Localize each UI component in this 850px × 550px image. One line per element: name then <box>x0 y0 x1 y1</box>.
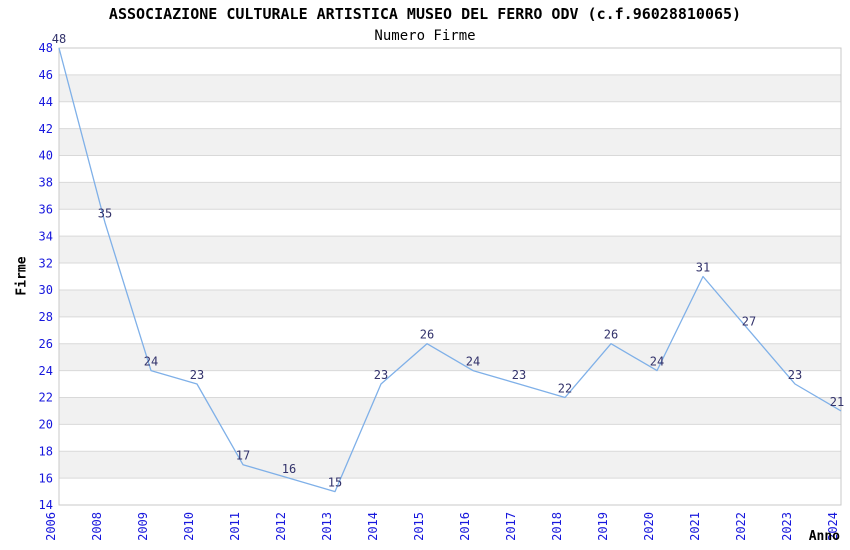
plot-band <box>59 236 841 264</box>
y-tick-label: 26 <box>39 337 53 351</box>
x-tick-label: 2012 <box>274 512 288 541</box>
data-point-label: 26 <box>420 328 434 342</box>
y-tick-label: 20 <box>39 418 53 432</box>
y-tick-label: 44 <box>39 95 53 109</box>
x-tick-label: 2020 <box>642 512 656 541</box>
y-axis-title: Firme <box>14 256 30 296</box>
y-tick-label: 30 <box>39 283 53 297</box>
data-point-label: 22 <box>558 381 572 395</box>
chart-subtitle: Numero Firme <box>374 28 476 44</box>
y-tick-label: 14 <box>39 498 53 512</box>
x-tick-label: 2015 <box>412 512 426 541</box>
x-tick-label: 2023 <box>780 512 794 541</box>
x-tick-label: 2010 <box>182 512 196 541</box>
x-tick-label: 2019 <box>596 512 610 541</box>
x-tick-label: 2022 <box>734 512 748 541</box>
data-point-label: 24 <box>144 355 158 369</box>
data-point-label: 21 <box>830 395 844 409</box>
data-point-label: 17 <box>236 449 250 463</box>
data-point-label: 15 <box>328 476 342 490</box>
data-point-label: 31 <box>696 261 710 275</box>
y-tick-label: 22 <box>39 391 53 405</box>
data-point-label: 16 <box>282 462 296 476</box>
x-axis-title: Anno <box>808 529 840 544</box>
y-tick-label: 48 <box>39 41 53 55</box>
y-tick-label: 16 <box>39 471 53 485</box>
y-tick-label: 42 <box>39 122 53 136</box>
plot-band <box>59 128 841 156</box>
chart-title: ASSOCIAZIONE CULTURALE ARTISTICA MUSEO D… <box>108 5 742 23</box>
plot-band <box>59 289 841 317</box>
data-point-label: 24 <box>466 355 480 369</box>
x-tick-label: 2021 <box>688 512 702 541</box>
plot-border <box>58 47 842 506</box>
y-tick-label: 28 <box>39 310 53 324</box>
y-tick-label: 38 <box>39 176 53 190</box>
y-tick-label: 40 <box>39 149 53 163</box>
data-point-label: 35 <box>98 207 112 221</box>
y-tick-label: 32 <box>39 256 53 270</box>
y-tick-label: 36 <box>39 202 53 216</box>
plot-band <box>59 74 841 102</box>
y-tick-label: 46 <box>39 68 53 82</box>
x-tick-label: 2006 <box>44 512 58 541</box>
y-tick-label: 18 <box>39 444 53 458</box>
plot-band <box>59 451 841 479</box>
data-point-label: 23 <box>788 368 802 382</box>
data-point-label: 23 <box>512 368 526 382</box>
x-tick-label: 2011 <box>228 512 242 541</box>
data-point-label: 27 <box>742 314 756 328</box>
data-point-label: 26 <box>604 328 618 342</box>
x-tick-label: 2024 <box>826 512 840 541</box>
x-tick-label: 2016 <box>458 512 472 541</box>
y-tick-label: 24 <box>39 364 53 378</box>
x-tick-label: 2013 <box>320 512 334 541</box>
x-tick-label: 2009 <box>136 512 150 541</box>
data-point-label: 24 <box>650 355 664 369</box>
y-tick-label: 34 <box>39 229 53 243</box>
data-point-label: 23 <box>374 368 388 382</box>
plot-band <box>59 182 841 210</box>
x-tick-label: 2014 <box>366 512 380 541</box>
data-line <box>58 47 842 493</box>
x-tick-label: 2017 <box>504 512 518 541</box>
x-tick-label: 2018 <box>550 512 564 541</box>
x-tick-label: 2008 <box>90 512 104 541</box>
plot-band <box>59 397 841 425</box>
data-point-label: 48 <box>52 32 66 46</box>
data-point-label: 23 <box>190 368 204 382</box>
